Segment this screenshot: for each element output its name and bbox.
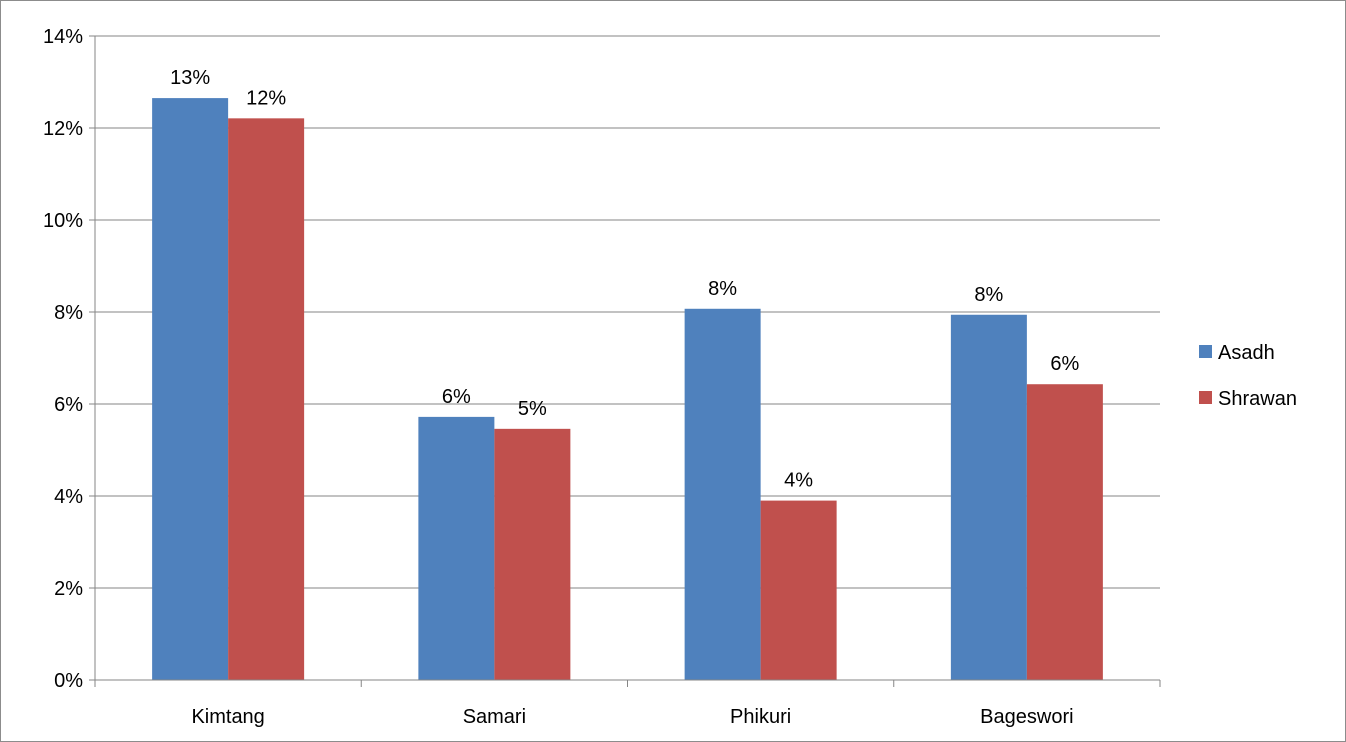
y-tick-label: 0%	[54, 670, 83, 692]
bars-group	[152, 98, 1103, 681]
data-label: 8%	[974, 284, 1003, 306]
data-label: 4%	[784, 470, 813, 492]
x-category-label: Bageswori	[980, 706, 1073, 728]
x-category-label: Samari	[463, 706, 526, 728]
bar-asadh-kimtang	[152, 98, 229, 681]
bar-asadh-phikuri	[684, 308, 761, 680]
y-tick-label: 10%	[43, 210, 83, 232]
data-label: 6%	[442, 386, 471, 408]
y-tick-label: 6%	[54, 394, 83, 416]
bar-shrawan-phikuri	[760, 500, 837, 680]
data-label: 8%	[708, 278, 737, 300]
data-label: 5%	[518, 398, 547, 420]
axes-group	[89, 35, 1161, 687]
legend-label-asadh: Asadh	[1218, 342, 1275, 364]
legend-swatch-asadh	[1199, 345, 1212, 358]
y-tick-labels: 0% 2% 4% 6% 8% 10% 12% 14%	[43, 26, 83, 692]
y-tick-label: 8%	[54, 302, 83, 324]
bar-asadh-bageswori	[950, 314, 1027, 680]
x-category-label: Kimtang	[191, 706, 264, 728]
x-category-labels: Kimtang Samari Phikuri Bageswori	[191, 706, 1073, 728]
y-tick-label: 12%	[43, 118, 83, 140]
data-labels: 13% 12% 6% 5% 8% 4% 8% 6%	[170, 67, 1079, 492]
bar-shrawan-samari	[494, 428, 571, 680]
bar-shrawan-bageswori	[1026, 384, 1103, 680]
legend: Asadh Shrawan	[1199, 342, 1297, 410]
data-label: 13%	[170, 67, 210, 89]
data-label: 6%	[1050, 353, 1079, 375]
y-tick-label: 4%	[54, 486, 83, 508]
data-label: 12%	[246, 87, 286, 109]
x-category-label: Phikuri	[730, 706, 791, 728]
y-tick-label: 14%	[43, 26, 83, 48]
legend-swatch-shrawan	[1199, 391, 1212, 404]
legend-label-shrawan: Shrawan	[1218, 388, 1297, 410]
y-tick-label: 2%	[54, 578, 83, 600]
bar-asadh-samari	[418, 416, 495, 680]
bar-shrawan-kimtang	[228, 118, 305, 681]
